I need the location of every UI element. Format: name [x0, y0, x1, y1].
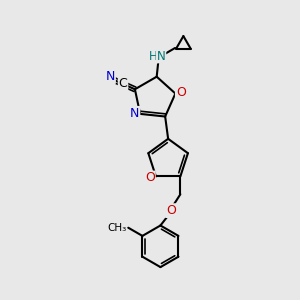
Text: O: O: [166, 204, 176, 217]
Text: O: O: [176, 86, 186, 99]
Text: N: N: [157, 50, 166, 62]
Text: C: C: [119, 77, 128, 90]
Text: H: H: [148, 50, 157, 62]
Text: O: O: [145, 171, 155, 184]
Text: N: N: [130, 107, 140, 120]
Text: CH₃: CH₃: [107, 223, 127, 233]
Text: N: N: [106, 70, 115, 83]
